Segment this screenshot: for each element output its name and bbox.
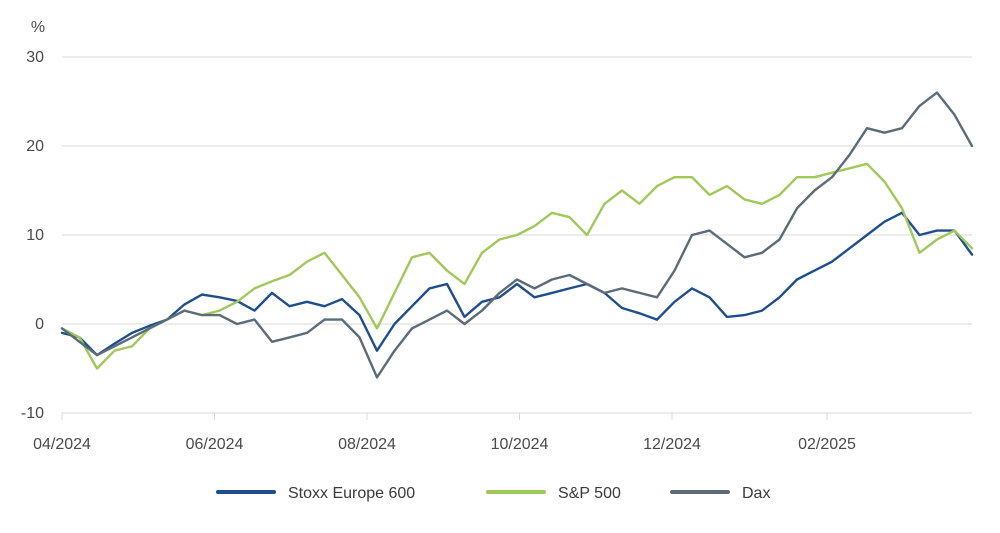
x-tick-label: 12/2024	[643, 436, 701, 453]
series-line-2	[60, 91, 974, 379]
y-tick-label: 30	[26, 49, 44, 66]
y-axis-unit-label: %	[31, 19, 45, 36]
legend-label: Stoxx Europe 600	[288, 485, 415, 502]
y-axis-ticks: -10 0 10 20 30	[21, 49, 44, 422]
x-tick-label: 10/2024	[491, 436, 549, 453]
series-line-1	[60, 162, 974, 370]
x-tick-label: 02/2025	[798, 436, 856, 453]
y-tick-label: -10	[21, 405, 44, 422]
x-tick-label: 06/2024	[186, 436, 244, 453]
y-tick-label: 20	[26, 138, 44, 155]
legend: Stoxx Europe 600 S&P 500 Dax	[216, 485, 770, 502]
x-axis-ticks: 04/2024 06/2024 08/2024 10/2024 12/2024 02/20…	[33, 413, 856, 453]
series-line-0	[60, 211, 974, 357]
series-lines	[60, 91, 974, 379]
legend-label: S&P 500	[558, 485, 621, 502]
x-tick-label: 04/2024	[33, 436, 91, 453]
y-tick-label: 0	[35, 316, 44, 333]
legend-label: Dax	[742, 485, 770, 502]
y-tick-label: 10	[26, 227, 44, 244]
x-tick-label: 08/2024	[338, 436, 396, 453]
